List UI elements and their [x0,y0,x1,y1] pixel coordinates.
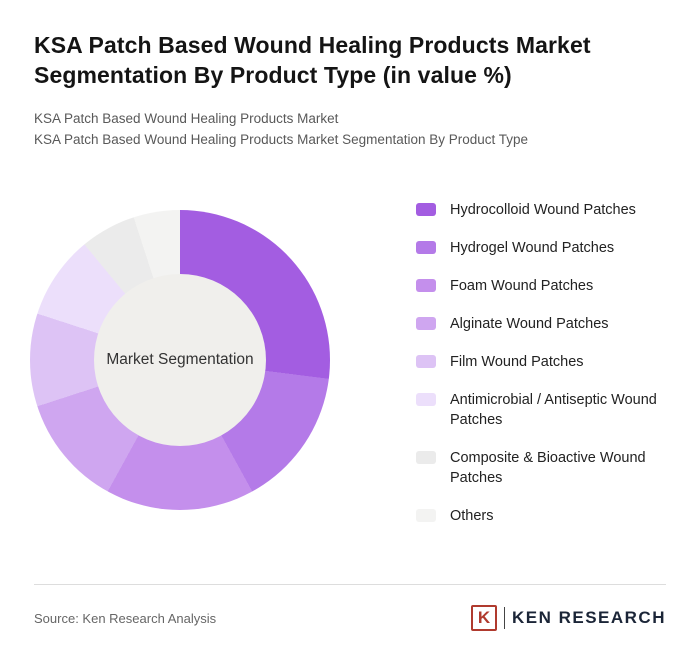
legend-swatch [416,241,436,254]
subtitle-segmentation: KSA Patch Based Wound Healing Products M… [34,132,529,147]
legend-swatch [416,355,436,368]
subtitle-block: KSA Patch Based Wound Healing Products M… [34,108,666,150]
legend-item: Hydrogel Wound Patches [416,238,660,258]
legend-label: Foam Wound Patches [450,278,594,294]
legend-swatch [416,317,436,330]
legend-swatch [416,451,436,464]
chart-area: Market Segmentation Hydrocolloid Wound P… [30,202,666,526]
legend-label: Hydrogel Wound Patches [450,240,615,256]
legend-item: Foam Wound Patches [416,276,660,296]
legend-item: Film Wound Patches [416,352,660,372]
source-text: Source: Ken Research Analysis [34,610,217,626]
chart-legend: Hydrocolloid Wound Patches Hydrogel Wound… [416,200,660,526]
legend-label: Alginate Wound Patches [450,316,609,332]
footer: Source: Ken Research Analysis K KEN RESE… [34,605,666,631]
legend-label: Composite & Bioactive Wound Patches [450,450,646,486]
legend-swatch [416,279,436,292]
donut-chart: Market Segmentation [30,210,330,510]
footer-divider [34,584,666,585]
subtitle-market: KSA Patch Based Wound Healing Products M… [34,111,339,126]
legend-swatch [416,393,436,406]
legend-item: Hydrocolloid Wound Patches [416,200,660,220]
logo-text: KEN RESEARCH [511,608,666,627]
ken-research-logo: K KEN RESEARCH [470,605,666,631]
legend-label: Hydrocolloid Wound Patches [450,202,636,218]
legend-swatch [416,509,436,522]
donut-center-label: Market Segmentation [106,351,254,368]
legend-item: Others [416,506,660,526]
ken-logo-icon: K [470,605,497,631]
legend-item: Composite & Bioactive Wound Patches [416,448,660,488]
ken-logo-letter: K [477,608,491,627]
legend-item: Antimicrobial / Antiseptic Wound Patches [416,390,660,430]
legend-item: Alginate Wound Patches [416,314,660,334]
logo-separator [503,607,505,629]
legend-label: Others [450,508,494,524]
page-title: KSA Patch Based Wound Healing Products M… [34,32,591,88]
legend-swatch [416,203,436,216]
legend-label: Film Wound Patches [450,354,584,370]
legend-label: Antimicrobial / Antiseptic Wound Patches [450,392,657,428]
donut-hole: Market Segmentation [94,274,266,446]
